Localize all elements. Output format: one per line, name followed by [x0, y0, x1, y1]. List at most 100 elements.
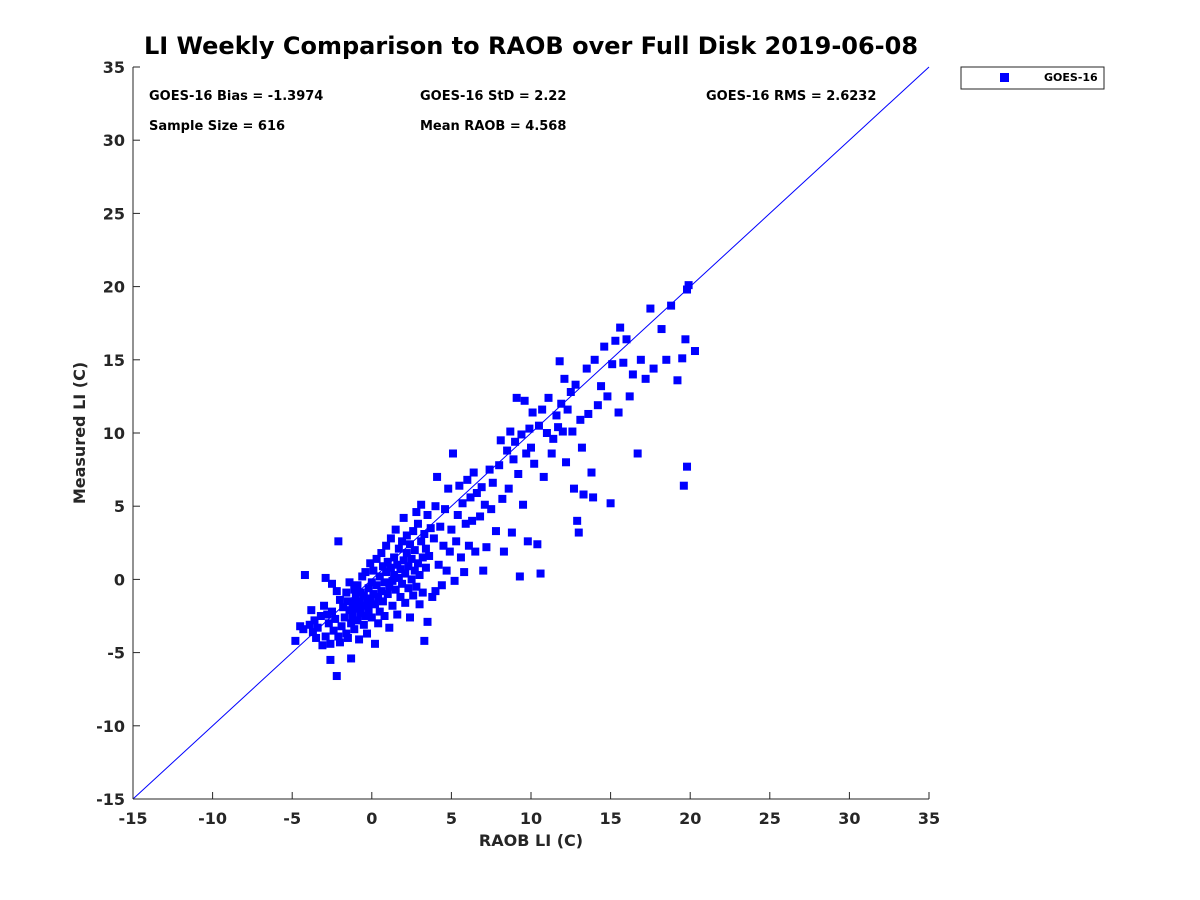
data-point [611, 336, 620, 345]
data-point [662, 355, 671, 364]
data-point [326, 655, 335, 664]
data-point [337, 622, 346, 631]
data-point [641, 374, 650, 383]
data-point [517, 430, 526, 439]
data-point [316, 612, 325, 620]
data-point [390, 571, 399, 580]
data-point [527, 443, 535, 452]
x-tick-label: 30 [838, 809, 860, 828]
one-to-one-line [132, 66, 930, 800]
data-point [608, 360, 617, 369]
data-point [445, 547, 454, 556]
data-point [415, 600, 424, 609]
data-point [587, 468, 596, 477]
data-point [534, 421, 543, 430]
data-point [633, 449, 642, 458]
data-point [425, 551, 434, 560]
data-point [507, 528, 516, 537]
data-point [560, 374, 569, 383]
data-point [436, 522, 445, 531]
data-point [679, 481, 688, 490]
data-point [488, 478, 497, 487]
data-point [383, 590, 392, 599]
data-point [622, 335, 631, 344]
data-point [374, 592, 383, 601]
data-point [512, 393, 521, 402]
data-point [347, 619, 356, 628]
data-point [415, 571, 424, 580]
x-tick-label: 5 [446, 809, 457, 828]
data-point [358, 601, 367, 610]
data-point [431, 502, 440, 511]
x-ticks: -15 -10 -5 0 5 10 15 20 25 30 35 [119, 792, 940, 828]
data-point [385, 623, 394, 632]
data-point [351, 592, 360, 601]
data-point [406, 540, 415, 549]
data-point [364, 606, 373, 615]
data-point [324, 619, 333, 628]
data-point [452, 537, 461, 546]
data-point [332, 672, 341, 681]
data-point [351, 604, 360, 613]
data-point [366, 594, 375, 603]
data-point [447, 525, 456, 534]
data-point [606, 499, 615, 508]
legend: GOES-16 [960, 66, 1105, 90]
y-axis-title: Measured LI (C) [70, 362, 89, 504]
data-point [657, 325, 666, 334]
data-point [382, 541, 391, 550]
data-point [476, 512, 485, 521]
data-point [453, 510, 462, 519]
data-point [574, 528, 583, 537]
data-point [667, 301, 676, 310]
data-point [383, 557, 392, 566]
data-point [499, 547, 508, 556]
data-point [458, 499, 467, 508]
data-point [343, 597, 352, 606]
data-point [418, 553, 427, 562]
data-point [448, 449, 457, 458]
data-point [491, 527, 500, 536]
data-point [536, 569, 545, 578]
y-tick-label: 20 [103, 278, 125, 297]
data-point [382, 568, 391, 577]
data-point [466, 493, 475, 502]
data-point [348, 612, 357, 620]
data-point [418, 588, 427, 597]
data-point [385, 582, 394, 591]
data-point [417, 537, 426, 546]
data-point [359, 591, 368, 600]
data-point [498, 494, 507, 503]
data-point [366, 559, 375, 568]
data-point [577, 443, 586, 452]
y-tick-label: 10 [103, 424, 125, 443]
x-tick-label: 25 [759, 809, 781, 828]
data-point [404, 584, 413, 593]
data-point [519, 500, 528, 509]
data-point [423, 510, 432, 519]
data-point [320, 601, 329, 610]
data-point [398, 579, 407, 588]
data-point [334, 537, 343, 546]
data-point [590, 355, 599, 364]
data-point [342, 588, 351, 597]
data-point [444, 484, 453, 493]
data-point [426, 524, 435, 533]
data-point [380, 612, 389, 620]
data-point [300, 571, 309, 580]
data-point [401, 598, 410, 607]
data-point [370, 600, 379, 609]
data-point [628, 370, 637, 379]
data-point [542, 429, 551, 437]
data-point [361, 612, 370, 620]
data-point [450, 576, 459, 585]
data-point [340, 613, 349, 622]
data-point [428, 592, 437, 601]
data-point [413, 519, 422, 528]
y-tick-label: 35 [103, 58, 125, 77]
data-point [318, 641, 327, 650]
y-tick-label: -15 [96, 790, 125, 809]
data-point [329, 626, 338, 635]
data-point [471, 547, 480, 556]
